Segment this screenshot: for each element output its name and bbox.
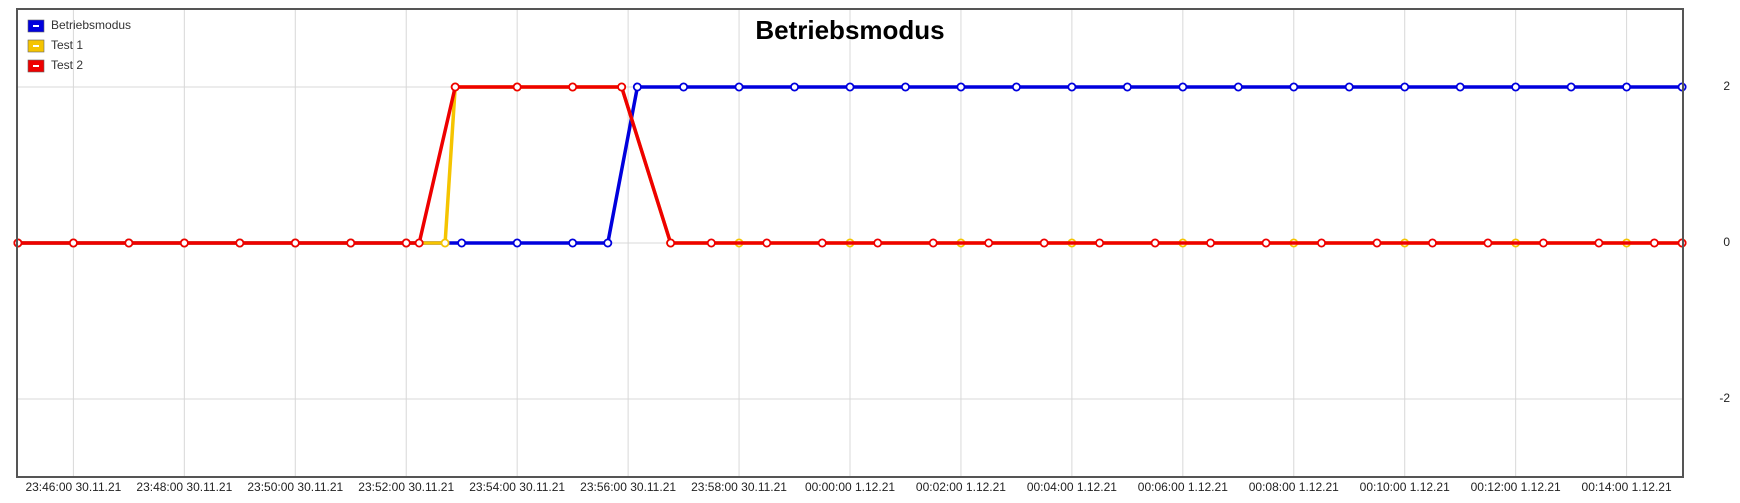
- legend-swatch-dash: [33, 25, 39, 27]
- x-tick-label: 00:04:00 1.12.21: [1027, 480, 1117, 494]
- x-tick-label: 23:48:00 30.11.21: [136, 480, 232, 494]
- data-point: [1206, 238, 1216, 248]
- data-point: [762, 238, 772, 248]
- data-point: [632, 82, 642, 92]
- data-point: [1483, 238, 1493, 248]
- data-point: [706, 238, 716, 248]
- x-tick-label: 00:06:00 1.12.21: [1138, 480, 1228, 494]
- x-tick-label: 00:14:00 1.12.21: [1582, 480, 1672, 494]
- data-point: [603, 238, 613, 248]
- legend-label: Betriebsmodus: [51, 18, 131, 32]
- legend-swatch-dash: [33, 45, 39, 47]
- x-tick-label: 00:10:00 1.12.21: [1360, 480, 1450, 494]
- data-point: [68, 238, 78, 248]
- x-tick-label: 23:52:00 30.11.21: [358, 480, 454, 494]
- data-point: [440, 238, 450, 248]
- data-point: [679, 82, 689, 92]
- data-point: [124, 238, 134, 248]
- data-point: [817, 238, 827, 248]
- data-point: [1150, 238, 1160, 248]
- data-point: [1400, 82, 1410, 92]
- data-point: [414, 238, 424, 248]
- data-point: [1622, 82, 1632, 92]
- data-point: [1261, 238, 1271, 248]
- data-point: [845, 82, 855, 92]
- x-tick-label: 00:00:00 1.12.21: [805, 480, 895, 494]
- y-tick-label: 2: [1723, 79, 1730, 93]
- x-tick-label: 23:56:00 30.11.21: [580, 480, 676, 494]
- data-point: [1233, 82, 1243, 92]
- data-point: [1289, 82, 1299, 92]
- data-point: [928, 238, 938, 248]
- x-tick-label: 00:12:00 1.12.21: [1471, 480, 1561, 494]
- chart-title: Betriebsmodus: [755, 15, 944, 45]
- legend-label: Test 1: [51, 38, 83, 52]
- legend-label: Test 2: [51, 58, 83, 72]
- x-tick-label: 23:50:00 30.11.21: [247, 480, 343, 494]
- data-point: [1178, 82, 1188, 92]
- data-point: [290, 238, 300, 248]
- y-tick-label: 0: [1723, 235, 1730, 249]
- data-point: [1566, 82, 1576, 92]
- data-point: [1039, 238, 1049, 248]
- data-point: [1594, 238, 1604, 248]
- data-point: [450, 82, 460, 92]
- data-point: [1122, 82, 1132, 92]
- data-point: [984, 238, 994, 248]
- data-point: [900, 82, 910, 92]
- data-point: [1538, 238, 1548, 248]
- x-tick-label: 23:58:00 30.11.21: [691, 480, 787, 494]
- legend-swatch-dash: [33, 65, 39, 67]
- data-point: [1649, 238, 1659, 248]
- x-tick-label: 00:08:00 1.12.21: [1249, 480, 1339, 494]
- y-tick-label: -2: [1719, 391, 1730, 405]
- data-point: [666, 238, 676, 248]
- data-point: [1344, 82, 1354, 92]
- data-point: [401, 238, 411, 248]
- data-point: [1317, 238, 1327, 248]
- data-point: [1067, 82, 1077, 92]
- data-point: [1372, 238, 1382, 248]
- data-point: [1455, 82, 1465, 92]
- data-point: [734, 82, 744, 92]
- data-point: [512, 82, 522, 92]
- data-point: [179, 238, 189, 248]
- data-point: [617, 82, 627, 92]
- x-tick-label: 00:02:00 1.12.21: [916, 480, 1006, 494]
- x-tick-label: 23:46:00 30.11.21: [25, 480, 121, 494]
- data-point: [568, 82, 578, 92]
- data-point: [1095, 238, 1105, 248]
- data-point: [1011, 82, 1021, 92]
- data-point: [346, 238, 356, 248]
- data-point: [512, 238, 522, 248]
- data-point: [790, 82, 800, 92]
- data-point: [1511, 82, 1521, 92]
- data-point: [457, 238, 467, 248]
- plot-border: [16, 8, 1684, 478]
- data-point: [873, 238, 883, 248]
- x-tick-label: 23:54:00 30.11.21: [469, 480, 565, 494]
- data-point: [235, 238, 245, 248]
- data-point: [568, 238, 578, 248]
- data-point: [956, 82, 966, 92]
- data-point: [1427, 238, 1437, 248]
